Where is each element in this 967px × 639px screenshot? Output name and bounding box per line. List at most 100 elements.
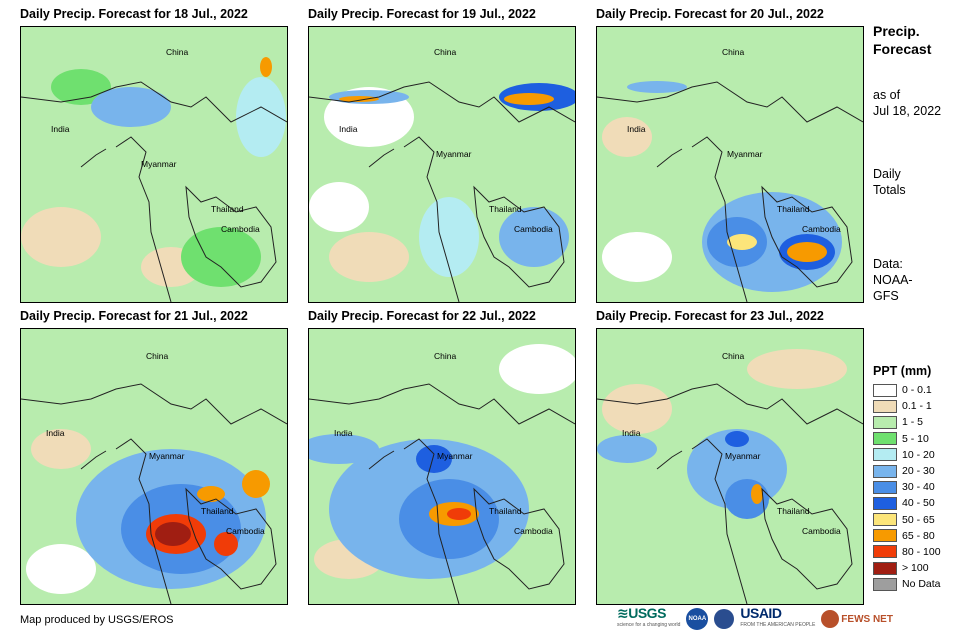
place-label-india: India (46, 428, 65, 438)
precip-area (747, 349, 847, 389)
precip-area (214, 532, 238, 556)
legend-rows: 0 - 0.1 0.1 - 1 1 - 5 5 - 10 10 - 20 20 - 30 3… (873, 382, 963, 592)
map-credit: Map produced by USGS/EROS (20, 614, 174, 626)
precip-map: China India Myanmar Thailand Cambodia (20, 26, 288, 303)
country-borders (597, 383, 863, 604)
precip-area (499, 344, 575, 394)
precip-area (416, 445, 452, 473)
forecast-panel-22-jul: Daily Precip. Forecast for 22 Jul., 2022… (308, 306, 596, 605)
precip-area (602, 117, 652, 157)
place-label-cambodia: Cambodia (221, 224, 260, 234)
legend-swatch (873, 496, 897, 510)
precip-area (727, 234, 757, 250)
legend-label: 10 - 20 (902, 448, 935, 461)
data-source: Data: NOAA- GFS (873, 256, 963, 304)
legend-swatch (873, 480, 897, 494)
legend-swatch (873, 561, 897, 575)
precip-area (242, 470, 270, 498)
legend-swatch (873, 545, 897, 559)
precip-area (627, 81, 687, 93)
fews-logo-text: FEWS NET (841, 613, 893, 625)
precip-area (155, 522, 191, 546)
place-label-thailand: Thailand (489, 204, 522, 214)
precip-map: China India Myanmar Thailand Cambodia (308, 26, 576, 303)
legend-swatch (873, 383, 897, 397)
precip-area (602, 232, 672, 282)
legend-label: 65 - 80 (902, 529, 935, 542)
precip-area (26, 544, 96, 594)
precip-map: China India Myanmar Thailand Cambodia (20, 328, 288, 605)
place-label-myanmar: Myanmar (437, 451, 473, 461)
precip-map-svg: China India Myanmar Thailand Cambodia (597, 329, 863, 604)
legend-swatch (873, 529, 897, 543)
as-of-label: as of (873, 88, 901, 102)
precip-area (329, 232, 409, 282)
precip-area (21, 207, 101, 267)
legend-label: 50 - 65 (902, 513, 935, 526)
place-label-myanmar: Myanmar (436, 149, 472, 159)
place-label-china: China (434, 47, 456, 57)
legend-item: 10 - 20 (873, 447, 963, 463)
forecast-panel-19-jul: Daily Precip. Forecast for 19 Jul., 2022… (308, 4, 596, 303)
panel-title: Daily Precip. Forecast for 23 Jul., 2022 (596, 309, 824, 323)
precip-area (602, 384, 672, 434)
side-title-line2: Forecast (873, 41, 932, 57)
precip-area (751, 484, 763, 504)
legend-item: > 100 (873, 560, 963, 576)
legend-label: 80 - 100 (902, 545, 941, 558)
fews-net-logo: FEWS NET (821, 610, 893, 628)
agency-logos: ≋USGS science for a changing world NOAA … (617, 606, 893, 632)
legend-label: > 100 (902, 562, 929, 575)
data-line1: Data: (873, 257, 903, 271)
precip-area (339, 96, 379, 102)
legend-label: 1 - 5 (902, 416, 924, 429)
precip-area (499, 207, 569, 267)
precip-area (309, 434, 379, 464)
place-label-thailand: Thailand (211, 204, 244, 214)
side-title-block: Precip. Forecast (873, 22, 963, 58)
forecast-panel-21-jul: Daily Precip. Forecast for 21 Jul., 2022… (20, 306, 308, 605)
place-label-myanmar: Myanmar (141, 159, 177, 169)
legend-label: 40 - 50 (902, 497, 935, 510)
country-borders (309, 383, 575, 604)
totals-note: Daily Totals (873, 166, 963, 198)
forecast-panel-20-jul: Daily Precip. Forecast for 20 Jul., 2022… (596, 4, 884, 303)
place-label-thailand: Thailand (201, 506, 234, 516)
legend-item: 0.1 - 1 (873, 398, 963, 414)
place-label-myanmar: Myanmar (149, 451, 185, 461)
place-label-india: India (627, 124, 646, 134)
usaid-logo-text: USAID (740, 605, 782, 621)
precip-map-svg: China India Myanmar Thailand Cambodia (309, 329, 575, 604)
place-label-china: China (722, 351, 744, 361)
precip-area (51, 69, 111, 105)
legend-title: PPT (mm) (873, 364, 932, 378)
legend-label: No Data (902, 578, 941, 591)
panel-title: Daily Precip. Forecast for 19 Jul., 2022 (308, 7, 536, 21)
precip-map: China India Myanmar Thailand Cambodia (308, 328, 576, 605)
forecast-panel-18-jul: Daily Precip. Forecast for 18 Jul., 2022… (20, 4, 308, 303)
precip-area (91, 87, 171, 127)
legend-label: 30 - 40 (902, 481, 935, 494)
usaid-logo: USAID FROM THE AMERICAN PEOPLE (740, 605, 816, 631)
usgs-logo: ≋USGS science for a changing world (617, 606, 681, 631)
legend-item: 65 - 80 (873, 528, 963, 544)
usaid-tagline: FROM THE AMERICAN PEOPLE (740, 622, 816, 628)
usgs-tagline: science for a changing world (617, 622, 681, 628)
precip-area (236, 77, 286, 157)
place-label-china: China (722, 47, 744, 57)
fews-globe-icon (821, 610, 840, 628)
place-label-india: India (339, 124, 358, 134)
place-label-cambodia: Cambodia (514, 526, 553, 536)
place-label-china: China (434, 351, 456, 361)
place-label-cambodia: Cambodia (226, 526, 265, 536)
legend-item: 40 - 50 (873, 495, 963, 511)
legend-item: 5 - 10 (873, 431, 963, 447)
legend-item: 20 - 30 (873, 463, 963, 479)
ppt-legend: PPT (mm) 0 - 0.1 0.1 - 1 1 - 5 5 - 10 10 - 2… (873, 364, 963, 592)
as-of-date: as of Jul 18, 2022 (873, 87, 963, 119)
place-label-cambodia: Cambodia (514, 224, 553, 234)
legend-item: 50 - 65 (873, 512, 963, 528)
legend-swatch (873, 399, 897, 413)
noaa-logo-text: NOAA (688, 616, 707, 622)
precip-area (419, 197, 479, 277)
